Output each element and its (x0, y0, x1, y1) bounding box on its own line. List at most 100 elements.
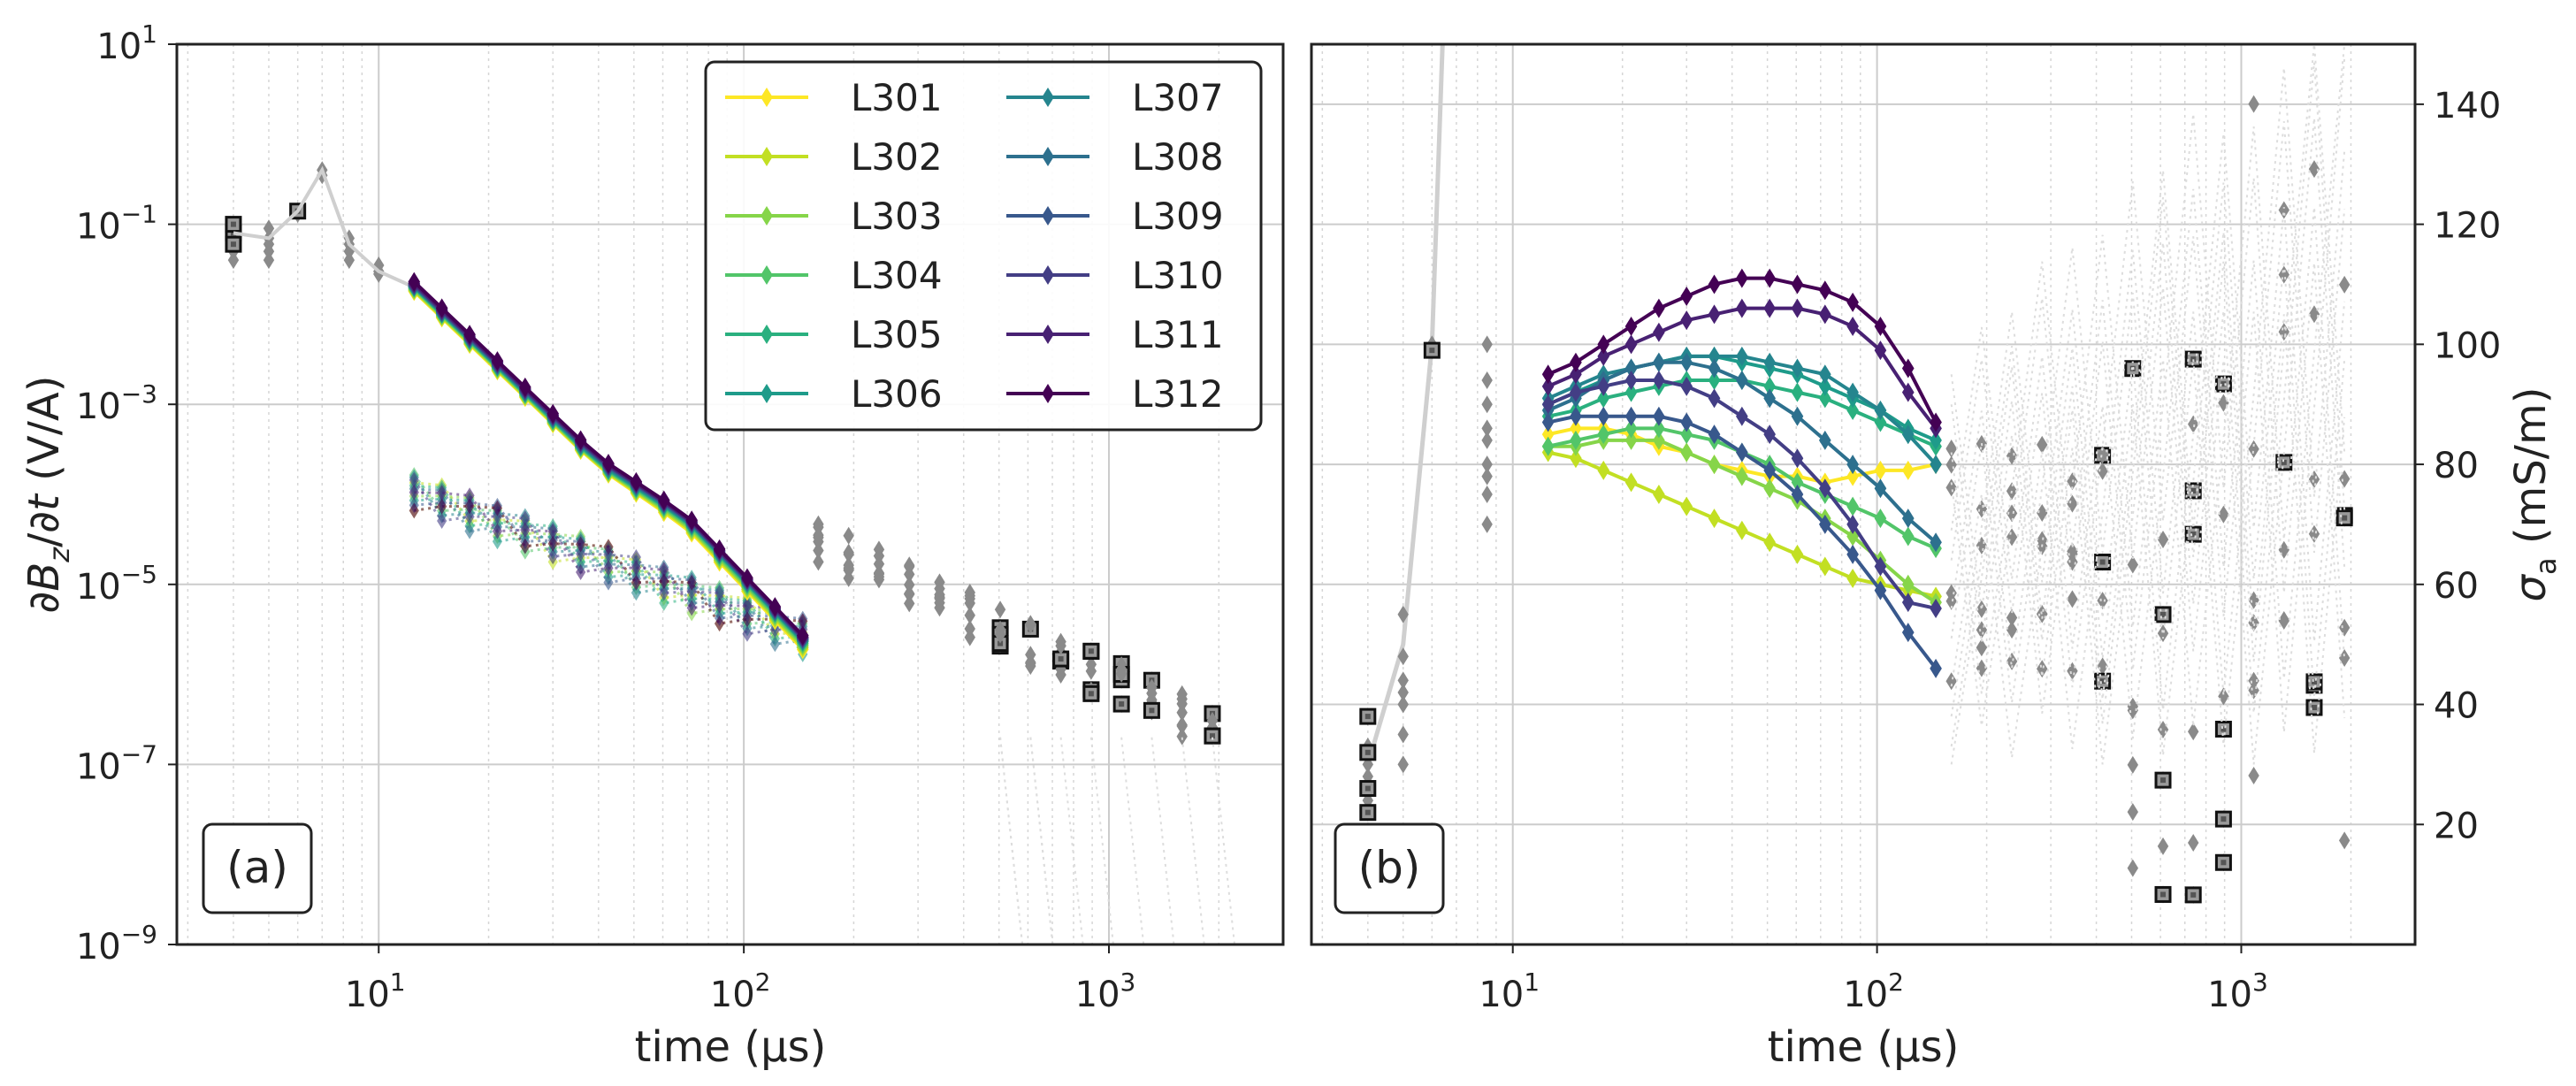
gray-square-marker-core (2099, 678, 2106, 684)
gray-square-marker-core (1429, 348, 1435, 354)
gray-marker (2338, 649, 2351, 668)
legend-label: L310 (1132, 254, 1224, 297)
series-marker-L307 (1791, 358, 1804, 379)
series-marker-L311 (1541, 376, 1555, 396)
faint-series-marker (437, 512, 447, 529)
gray-marker (2006, 621, 2018, 639)
series-marker-L305 (1597, 388, 1610, 409)
legend-item-L302: L302 (725, 135, 943, 179)
series-marker-L306 (1818, 376, 1831, 396)
series-marker-L311 (1763, 298, 1776, 318)
panel-b-ticks: 101 102 103 20 40 60 80 100 120 140 (1479, 86, 2501, 1015)
y-tick-label: 100 (2434, 325, 2501, 366)
faint-series-marker (492, 533, 503, 550)
series-marker-L310 (1791, 448, 1804, 469)
series-marker-L303 (1624, 430, 1638, 450)
series-marker-L308 (1653, 352, 1665, 372)
series-marker-L310 (1624, 371, 1638, 391)
panel-b-label: (b) (1358, 842, 1421, 893)
legend-label: L307 (1132, 76, 1224, 119)
gray-marker (994, 625, 1006, 644)
legend-item-L311: L311 (1006, 313, 1224, 356)
series-marker-L312 (463, 325, 476, 345)
legend-item-L306: L306 (725, 372, 943, 416)
y-tick-label: 60 (2434, 566, 2479, 607)
gray-marker (2097, 446, 2108, 464)
series-marker-L306 (1930, 430, 1942, 450)
gray-square-marker-core (1364, 785, 1371, 792)
gray-trace (1950, 182, 2346, 756)
faint-series-marker (659, 585, 669, 601)
series-marker-L309 (1708, 424, 1721, 445)
gray-square-marker-core (2160, 891, 2167, 898)
gray-marker (813, 553, 824, 571)
faint-series-marker (631, 548, 641, 565)
series-marker-L308 (1901, 509, 1915, 529)
gray-marker (2127, 803, 2139, 822)
series-marker-L305 (1874, 412, 1887, 432)
series-marker-L309 (1901, 623, 1915, 643)
gray-marker (1206, 712, 1219, 730)
gray-square-marker-core (1364, 714, 1371, 720)
gray-square-marker-core (1209, 733, 1215, 739)
gray-marker (2097, 462, 2108, 480)
series-marker-L310 (1736, 406, 1748, 426)
gray-marker (2157, 721, 2169, 739)
legend-marker (761, 265, 773, 285)
faint-series-marker (409, 471, 419, 488)
gray-marker (1945, 455, 1957, 474)
legend-label: L304 (851, 254, 943, 297)
gray-marker (1176, 727, 1188, 746)
series-marker-L302 (1791, 544, 1804, 564)
series-marker-L305 (1818, 388, 1831, 409)
series-marker-L309 (1570, 406, 1582, 426)
gray-square-marker-core (2221, 816, 2227, 822)
legend: L301 L302 L303 L304 L305 L306 L307 L308 L309 L310… (704, 60, 1263, 432)
gray-marker (2037, 660, 2048, 678)
series-marker-L308 (1874, 478, 1887, 499)
gray-marker (1481, 467, 1493, 486)
gray-square-marker-core (1364, 809, 1371, 815)
series-marker-L305 (1763, 376, 1776, 396)
series-marker-L312 (1597, 334, 1610, 355)
gray-marker (2097, 592, 2108, 610)
gray-marker (2248, 671, 2259, 690)
series-marker-L303 (1708, 455, 1721, 475)
legend-marker (1042, 384, 1054, 403)
gray-marker (813, 532, 824, 551)
series-marker-L312 (630, 471, 643, 492)
gray-trace (1211, 737, 1236, 945)
gray-marker (1481, 515, 1493, 533)
series-marker-L308 (1708, 358, 1721, 379)
y-tick-label: 80 (2434, 446, 2479, 486)
series-marker-L311 (1680, 310, 1693, 331)
legend-label: L308 (1132, 135, 1224, 179)
gray-marker (2218, 505, 2229, 524)
gray-marker (1146, 684, 1158, 702)
legend-item-L303: L303 (725, 195, 943, 238)
panel-a-faint-series (409, 467, 808, 662)
gray-marker (2067, 662, 2078, 680)
series-marker-L304 (1874, 509, 1887, 529)
y-tick-label: 10−3 (76, 379, 157, 427)
series-marker-L311 (1736, 298, 1748, 318)
legend-label: L305 (851, 313, 943, 356)
gray-marker (1976, 639, 1988, 657)
legend-marker (1042, 325, 1054, 344)
panel-b-gray-markers (1359, 44, 2353, 904)
faint-series-marker (742, 611, 753, 628)
series-marker-L312 (1624, 316, 1638, 336)
y-tick-label: 10−5 (76, 560, 157, 608)
gray-marker (2338, 275, 2351, 294)
gray-trace (1029, 737, 1054, 945)
gray-marker (2127, 555, 2139, 574)
panel-a: 101 102 103 10−9 10−7 10−5 10−3 10−1 101 time (µ… (19, 19, 1285, 1072)
series-marker-L312 (491, 351, 504, 371)
gray-square-marker-core (2099, 559, 2106, 565)
faint-series-marker (492, 500, 503, 516)
panel-b-frame (1310, 42, 2417, 946)
series-marker-L308 (1763, 388, 1776, 409)
gray-marker (2157, 531, 2169, 549)
gray-trace (1181, 737, 1205, 945)
